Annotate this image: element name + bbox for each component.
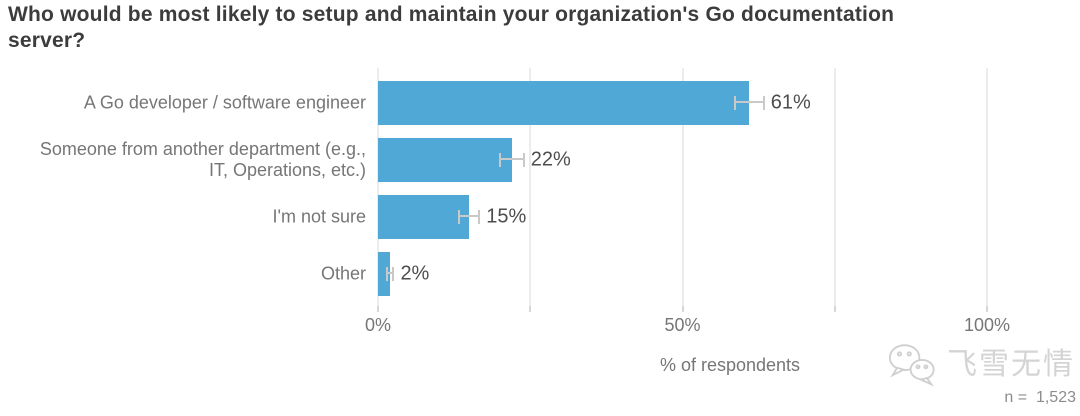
category-label: Someone from another department (e.g., I… [39, 139, 366, 180]
error-bar-line [501, 158, 523, 160]
sample-size: n = 1,523 [1004, 389, 1076, 406]
error-bar [499, 153, 525, 167]
axis-tick [529, 306, 532, 312]
chart-title: Who would be most likely to setup and ma… [8, 3, 895, 52]
error-bar-line [387, 272, 393, 274]
error-bar-line [736, 101, 763, 103]
watermark: 飞雪无情 [884, 341, 1075, 389]
x-axis-title: % of respondents [659, 355, 801, 375]
bar [378, 81, 750, 125]
category-label: A Go developer / software engineer [83, 92, 366, 113]
gridline [986, 68, 988, 306]
error-bar [458, 210, 481, 224]
gridline [529, 68, 532, 306]
gridline [681, 68, 684, 306]
value-label: 15% [486, 205, 527, 228]
axis-tick [681, 306, 684, 312]
x-tick-label: 50% [664, 315, 701, 335]
category-label: I'm not sure [272, 206, 366, 227]
watermark-text: 飞雪无情 [947, 348, 1075, 381]
bar [378, 195, 470, 239]
x-tick-label: 100% [963, 315, 1011, 335]
axis-tick [377, 306, 379, 312]
gridline [377, 68, 379, 306]
bar [378, 138, 512, 182]
error-bar [734, 96, 765, 110]
axis-tick [833, 306, 836, 312]
value-label: 22% [530, 148, 571, 171]
x-tick-label: 0% [364, 315, 392, 335]
axis-tick [986, 306, 988, 312]
value-label: 61% [770, 91, 811, 114]
error-bar [385, 267, 395, 281]
category-label: Other [320, 263, 366, 284]
value-label: 2% [400, 262, 430, 285]
wechat-icon [888, 344, 935, 387]
error-bar-line [460, 215, 479, 217]
bar [378, 252, 391, 296]
gridline [833, 68, 836, 306]
